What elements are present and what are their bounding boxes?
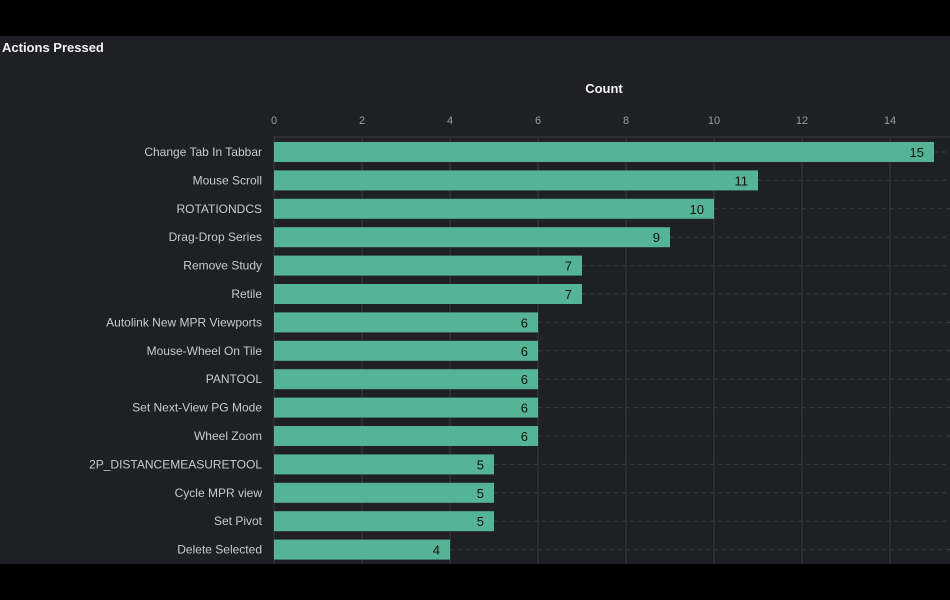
category-label: Delete Selected: [177, 543, 262, 557]
category-label: Autolink New MPR Viewports: [106, 315, 262, 329]
bar: [274, 312, 538, 333]
bar: [274, 539, 450, 560]
bar-value-label: 11: [735, 173, 749, 188]
bar-value-label: 10: [690, 202, 704, 217]
bar: [274, 340, 538, 361]
x-tick-label: 14: [884, 115, 896, 127]
category-label: Set Next-View PG Mode: [132, 401, 262, 415]
category-label: Mouse-Wheel On Tile: [147, 344, 263, 358]
bar-value-label: 5: [477, 514, 484, 529]
bar: [274, 426, 538, 446]
bar: [274, 369, 538, 390]
panel-title: Actions Pressed: [2, 40, 104, 55]
bar: [274, 397, 538, 418]
category-label: Remove Study: [183, 259, 262, 273]
x-tick-label: 0: [271, 115, 277, 127]
category-label: Retile: [231, 287, 262, 301]
x-tick-label: 10: [708, 115, 720, 127]
x-tick-label: 2: [359, 115, 365, 127]
bar-value-label: 4: [433, 543, 440, 558]
bar-value-label: 7: [565, 259, 572, 274]
category-label: 2P_DISTANCEMEASURETOOL: [89, 457, 262, 471]
category-label: Set Pivot: [214, 514, 263, 528]
bar-value-label: 5: [477, 457, 484, 472]
bar: [274, 142, 934, 162]
bar: [274, 454, 494, 475]
category-label: Wheel Zoom: [194, 429, 262, 443]
bar-value-label: 6: [521, 372, 528, 387]
bar: [274, 198, 714, 219]
chart-panel: Actions Pressed Count 0 2 4 6 8 10 12 14 Change T…: [0, 36, 950, 564]
bar: [274, 284, 582, 304]
bar-value-label: 6: [521, 315, 528, 330]
bar-value-label: 6: [521, 401, 528, 416]
bar-value-label: 5: [477, 486, 484, 501]
bar: [274, 170, 758, 191]
bar-value-label: 6: [521, 344, 528, 359]
bar: [274, 255, 582, 276]
x-tick-label: 12: [796, 115, 808, 127]
category-label: ROTATIONDCS: [176, 202, 262, 216]
x-tick-label: 6: [535, 115, 541, 127]
x-tick-label: 8: [623, 115, 629, 127]
category-label: Drag-Drop Series: [169, 230, 262, 244]
category-label: Mouse Scroll: [193, 173, 262, 187]
x-axis-title: Count: [585, 81, 623, 96]
bar-value-label: 7: [565, 287, 572, 302]
bar-value-label: 6: [521, 429, 528, 444]
category-label: PANTOOL: [206, 372, 263, 386]
bar: [274, 511, 494, 532]
bar: [274, 482, 494, 503]
bar-value-label: 15: [910, 145, 924, 160]
bar-chart: Count 0 2 4 6 8 10 12 14 Change Tab In Tabbar 15 Mo…: [89, 81, 950, 564]
category-label: Cycle MPR view: [175, 486, 263, 500]
category-label: Change Tab In Tabbar: [144, 145, 262, 159]
x-tick-label: 4: [447, 115, 453, 127]
bar-value-label: 9: [653, 230, 660, 245]
bar: [274, 227, 670, 248]
